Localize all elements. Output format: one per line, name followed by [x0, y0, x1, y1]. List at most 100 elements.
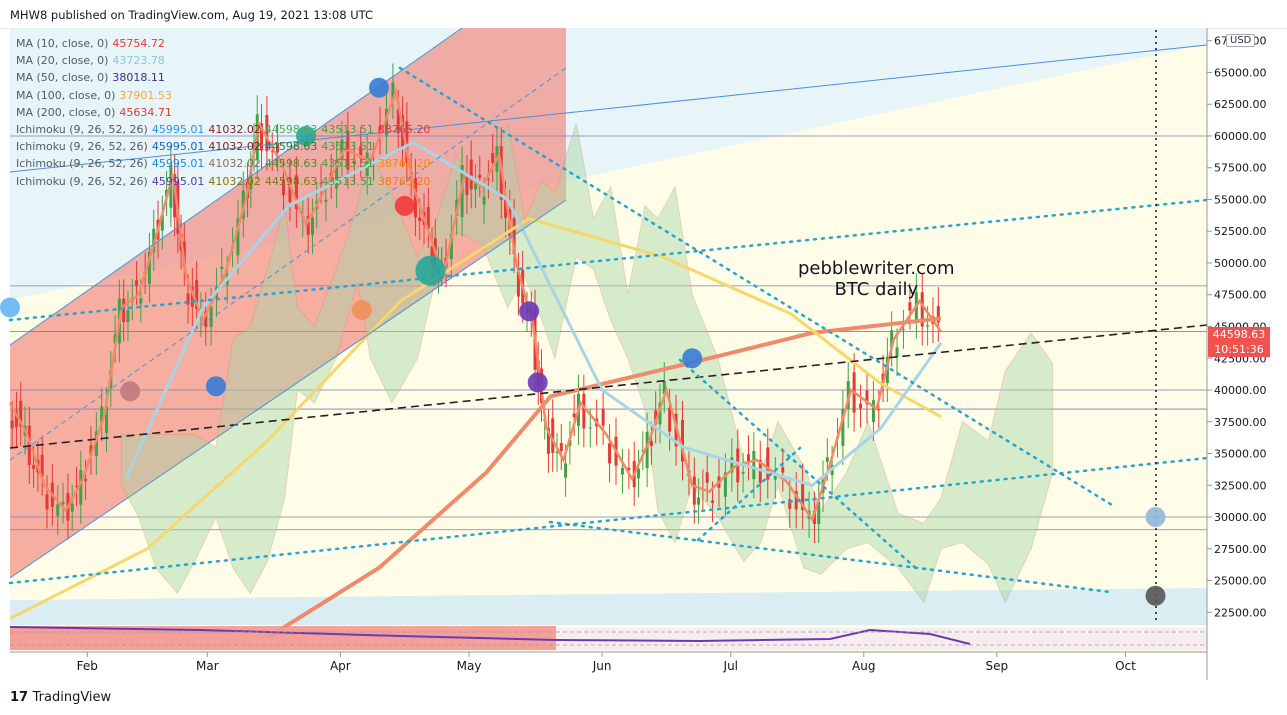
- y-tick-label: 30000.00: [1214, 511, 1267, 524]
- legend-value: 45995.01: [151, 174, 205, 188]
- candle-body: [384, 108, 388, 136]
- legend-value: 45995.01: [151, 140, 205, 154]
- legend-value: 44598.63: [264, 122, 318, 136]
- channel-lower-line: [9, 199, 567, 579]
- candle-body: [10, 420, 14, 429]
- candle-body: [936, 306, 940, 323]
- legend-row: MA (50, close, 0) 38018.11: [16, 69, 434, 86]
- candle-body: [801, 482, 805, 511]
- annotation-point: [351, 299, 372, 320]
- candle-body: [396, 109, 400, 134]
- legend-value: 43513.51: [321, 122, 374, 136]
- candle-body: [825, 457, 829, 462]
- candle-body: [100, 406, 104, 423]
- legend-row: Ichimoku (9, 26, 52, 26) 45995.01 41032.02…: [16, 155, 434, 172]
- candle-body: [220, 266, 224, 270]
- brand-name: TradingView: [32, 690, 112, 705]
- candle-body: [890, 330, 894, 348]
- candle-body: [79, 470, 83, 505]
- annotation-point: [0, 297, 20, 318]
- candle-body: [559, 443, 563, 451]
- candle-body: [681, 419, 685, 462]
- x-tick-label: Mar: [196, 659, 219, 673]
- candle-body: [908, 302, 912, 311]
- annotation-point: [368, 77, 389, 98]
- tradingview-icon: 17: [10, 690, 29, 705]
- candle-body: [45, 494, 49, 510]
- dotted-trendlines: [8, 66, 1209, 594]
- annotation-point: [296, 125, 317, 146]
- lower-blue-zone: [10, 588, 1207, 625]
- candle-body: [841, 409, 845, 446]
- candle-body: [449, 233, 453, 260]
- legend-name: MA (20, close, 0): [16, 54, 109, 68]
- candle-body: [306, 215, 310, 235]
- candle-body: [32, 464, 36, 469]
- candle-body: [413, 177, 417, 218]
- candle-body: [697, 497, 701, 505]
- legend-value: 38018.11: [112, 71, 165, 85]
- candle-body: [56, 504, 60, 516]
- publish-info: MHW8 published on TradingView.com, Aug 1…: [10, 8, 374, 22]
- candle-body: [572, 413, 576, 418]
- candle-body: [40, 454, 44, 477]
- legend-name: MA (10, close, 0): [16, 37, 109, 50]
- candle-body: [122, 298, 126, 323]
- candle-body: [773, 476, 777, 480]
- ascending-channel: [10, 28, 566, 578]
- moving-averages: [8, 86, 943, 640]
- chart-annotation: pebblewriter.com BTC daily: [798, 258, 955, 300]
- candle-body: [551, 418, 555, 453]
- legend-value: 43513.51: [321, 157, 374, 171]
- legend-value: 38765.20: [377, 157, 431, 171]
- candle-body: [89, 445, 93, 457]
- candle-body: [705, 472, 709, 483]
- y-tick-label: 37500.00: [1214, 416, 1267, 429]
- candle-body: [723, 472, 727, 497]
- candle-body: [236, 218, 240, 256]
- y-tick-label: 62500.00: [1214, 98, 1267, 111]
- candle-body: [546, 428, 550, 454]
- kumo-cloud: [121, 121, 1054, 604]
- long-term-trendline: [9, 44, 1208, 173]
- ichimoku-cloud: [121, 121, 1054, 604]
- y-tick-label: 50000.00: [1214, 257, 1267, 270]
- legend-row: MA (200, close, 0) 45634.71: [16, 104, 434, 121]
- candle-body: [895, 347, 899, 357]
- currency-button[interactable]: USD: [1226, 34, 1256, 47]
- candle-body: [654, 410, 658, 425]
- candle-body: [711, 500, 715, 504]
- y-tick-label: 60000.00: [1214, 130, 1267, 143]
- annotation-point: [1145, 507, 1166, 528]
- candle-body: [126, 309, 130, 323]
- tradingview-logo: 17 TradingView: [10, 690, 111, 705]
- annotation-points: [0, 77, 1166, 606]
- countdown-tag: 10:51:36: [1208, 342, 1270, 357]
- candle-body: [752, 450, 756, 480]
- candle-body: [482, 196, 486, 205]
- candle-body: [75, 485, 78, 487]
- candle-body: [877, 409, 881, 411]
- candle-body: [276, 142, 280, 153]
- y-tick-label: 32500.00: [1214, 479, 1267, 492]
- candle-body: [478, 174, 482, 178]
- y-tick-label: 40000.00: [1214, 384, 1267, 397]
- candle-body: [139, 298, 143, 304]
- legend-value: 45995.01: [151, 157, 205, 171]
- candle-body: [426, 207, 430, 229]
- legend-value: 45995.01: [151, 122, 205, 136]
- legend-name: Ichimoku (9, 26, 52, 26): [16, 140, 148, 154]
- annotation-point: [682, 348, 703, 369]
- legend-value: 45754.72: [112, 37, 165, 50]
- x-tick-label: May: [457, 659, 482, 673]
- candle-body: [564, 463, 568, 478]
- candle-body: [324, 199, 328, 203]
- candle-body: [195, 280, 199, 310]
- candle-body: [746, 454, 750, 462]
- legend-value: 41032.02: [208, 157, 261, 171]
- y-tick-label: 35000.00: [1214, 448, 1267, 461]
- legend-name: Ichimoku (9, 26, 52, 26): [16, 157, 148, 171]
- legend-row: Ichimoku (9, 26, 52, 26) 45995.01 41032.02…: [16, 121, 434, 138]
- annotation-label: BTC daily: [834, 279, 919, 300]
